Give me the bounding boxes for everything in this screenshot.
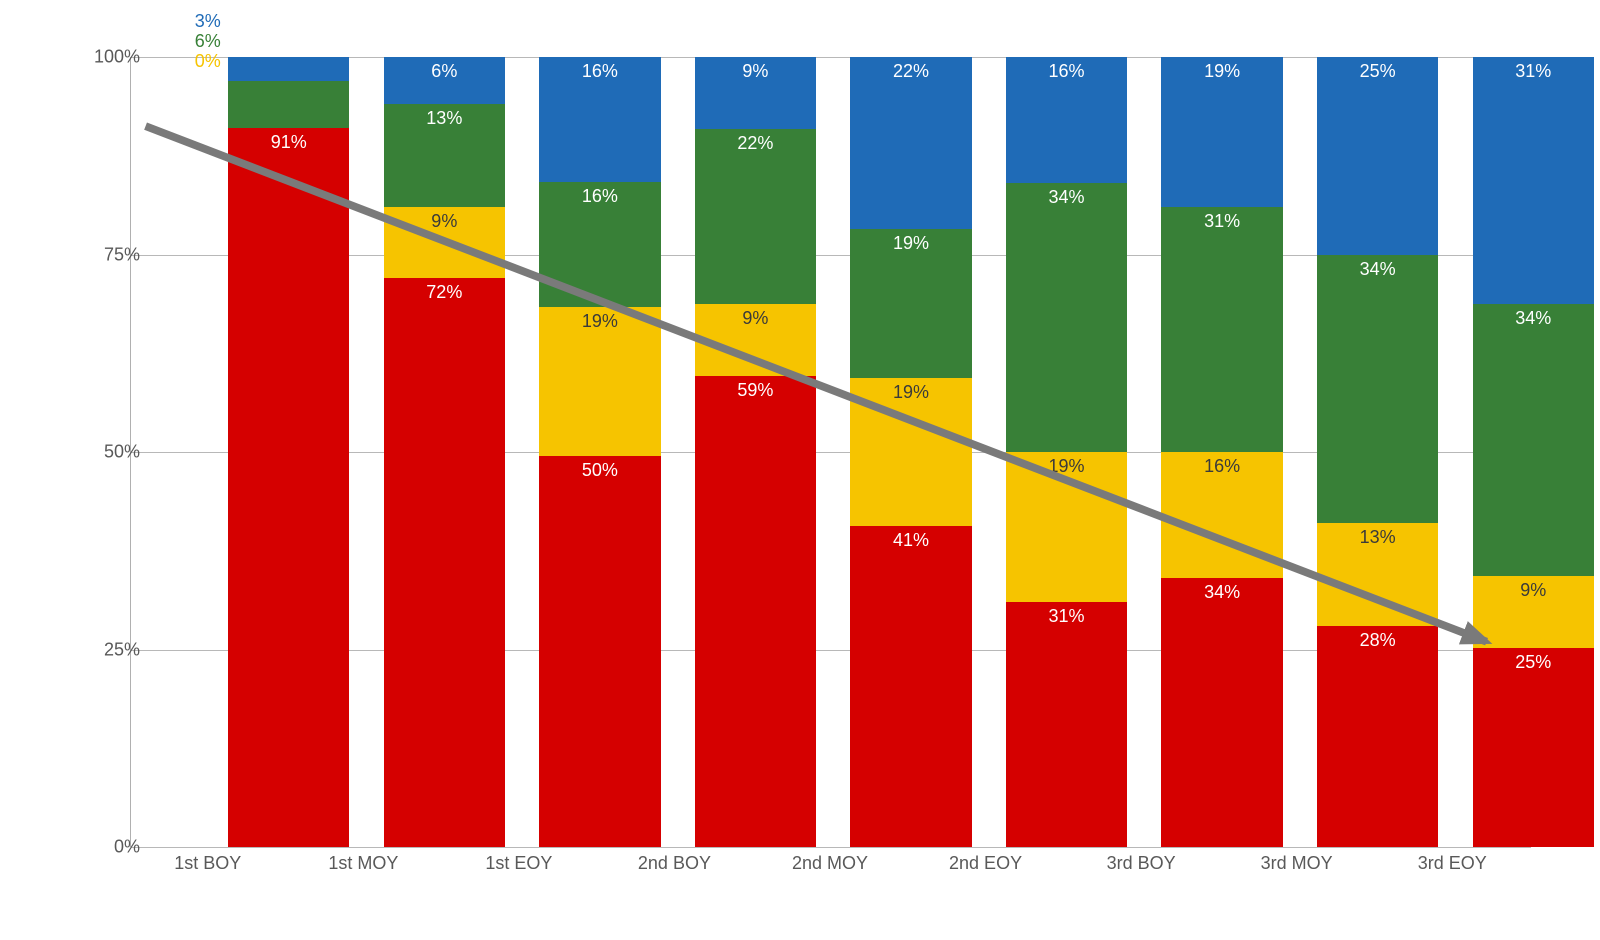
bar-segment-yellow: 19% <box>539 307 660 456</box>
y-tick-label: 50% <box>70 442 140 463</box>
bar-segment-blue: 16% <box>539 57 660 182</box>
segment-label: 34% <box>1360 259 1396 280</box>
bar-group: 31% 19% 34% 16% <box>1006 57 1127 847</box>
bar-segment-yellow: 19% <box>850 378 971 527</box>
x-tick-label: 1st BOY <box>174 853 241 874</box>
gridline <box>131 847 1531 848</box>
bar-segment-blue: 16% <box>1006 57 1127 183</box>
bar-segment-red: 59% <box>695 376 816 847</box>
x-tick-label: 3rd BOY <box>1107 853 1176 874</box>
stacked-bar-chart: 91% 72% 9% 13% 6% 50% 19% 16% 16% 59% 9% 22% 9% 41% 19… <box>50 25 1550 905</box>
bar-segment-yellow: 16% <box>1161 452 1282 578</box>
bar-segment-blue: 9% <box>695 57 816 129</box>
segment-label: 31% <box>1204 211 1240 232</box>
y-tick-label: 100% <box>70 47 140 68</box>
bar-segment-yellow: 19% <box>1006 452 1127 602</box>
bar-segment-blue: 25% <box>1317 57 1438 255</box>
x-tick-label: 3rd MOY <box>1261 853 1333 874</box>
segment-label: 72% <box>426 282 462 303</box>
segment-label: 13% <box>1360 527 1396 548</box>
segment-label: 34% <box>1049 187 1085 208</box>
segment-label: 34% <box>1204 582 1240 603</box>
bar-segment-yellow: 9% <box>384 207 505 278</box>
bar-segment-yellow: 9% <box>695 304 816 376</box>
segment-label: 50% <box>582 460 618 481</box>
bar-segment-green: 22% <box>695 129 816 305</box>
segment-label: 28% <box>1360 630 1396 651</box>
bar-group: 50% 19% 16% 16% <box>539 57 660 847</box>
segment-label: 22% <box>737 133 773 154</box>
bar-segment-green: 34% <box>1006 183 1127 452</box>
bar-segment-red: 50% <box>539 456 660 847</box>
segment-label: 16% <box>582 186 618 207</box>
bar-segment-green <box>228 81 349 128</box>
bar-segment-blue: 31% <box>1473 57 1594 304</box>
bar-segment-blue <box>228 57 349 81</box>
bar-segment-red: 31% <box>1006 602 1127 847</box>
bar-segment-green: 19% <box>850 229 971 378</box>
segment-label: 34% <box>1515 308 1551 329</box>
segment-label: 25% <box>1515 652 1551 673</box>
bar-segment-red: 34% <box>1161 578 1282 847</box>
x-tick-label: 3rd EOY <box>1418 853 1487 874</box>
segment-label: 19% <box>1049 456 1085 477</box>
x-tick-label: 2nd EOY <box>949 853 1022 874</box>
y-tick-label: 25% <box>70 639 140 660</box>
segment-label: 6% <box>431 61 457 82</box>
bar-group: 28% 13% 34% 25% <box>1317 57 1438 847</box>
segment-label: 19% <box>893 233 929 254</box>
bar-segment-blue: 6% <box>384 57 505 104</box>
segment-label: 9% <box>1520 580 1546 601</box>
bar-segment-red: 28% <box>1317 626 1438 847</box>
segment-label: 19% <box>1204 61 1240 82</box>
segment-label: 31% <box>1515 61 1551 82</box>
overflow-label-green: 6% <box>195 31 221 52</box>
segment-label: 16% <box>1204 456 1240 477</box>
bar-segment-red: 25% <box>1473 648 1594 847</box>
overflow-label-blue: 3% <box>195 11 221 32</box>
bar-group: 25% 9% 34% 31% <box>1473 57 1594 847</box>
bar-segment-green: 16% <box>539 182 660 307</box>
segment-label: 59% <box>737 380 773 401</box>
segment-label: 16% <box>582 61 618 82</box>
bar-group: 91% <box>228 57 349 847</box>
x-tick-label: 2nd BOY <box>638 853 711 874</box>
segment-label: 31% <box>1049 606 1085 627</box>
segment-label: 19% <box>893 382 929 403</box>
segment-label: 22% <box>893 61 929 82</box>
bar-segment-red: 41% <box>850 526 971 847</box>
segment-label: 25% <box>1360 61 1396 82</box>
bar-group: 72% 9% 13% 6% <box>384 57 505 847</box>
bar-segment-yellow: 13% <box>1317 523 1438 626</box>
x-tick-label: 1st EOY <box>485 853 552 874</box>
bar-segment-green: 31% <box>1161 207 1282 452</box>
plot-area: 91% 72% 9% 13% 6% 50% 19% 16% 16% 59% 9% 22% 9% 41% 19… <box>130 57 1531 847</box>
segment-label: 9% <box>431 211 457 232</box>
bar-segment-red: 72% <box>384 278 505 847</box>
bar-group: 59% 9% 22% 9% <box>695 57 816 847</box>
segment-label: 41% <box>893 530 929 551</box>
bar-segment-red: 91% <box>228 128 349 847</box>
segment-label: 19% <box>582 311 618 332</box>
bar-group: 41% 19% 19% 22% <box>850 57 971 847</box>
segment-label: 91% <box>271 132 307 153</box>
segment-label: 9% <box>742 61 768 82</box>
segment-label: 13% <box>426 108 462 129</box>
bar-group: 34% 16% 31% 19% <box>1161 57 1282 847</box>
segment-label: 9% <box>742 308 768 329</box>
bar-segment-green: 13% <box>384 104 505 207</box>
bar-segment-yellow: 9% <box>1473 576 1594 648</box>
y-tick-label: 0% <box>70 837 140 858</box>
x-tick-label: 1st MOY <box>328 853 398 874</box>
bar-segment-blue: 22% <box>850 57 971 229</box>
bar-segment-blue: 19% <box>1161 57 1282 207</box>
overflow-label-yellow: 0% <box>195 51 221 72</box>
y-tick-label: 75% <box>70 244 140 265</box>
x-tick-label: 2nd MOY <box>792 853 868 874</box>
bar-segment-green: 34% <box>1473 304 1594 575</box>
bar-segment-green: 34% <box>1317 255 1438 524</box>
segment-label: 16% <box>1049 61 1085 82</box>
